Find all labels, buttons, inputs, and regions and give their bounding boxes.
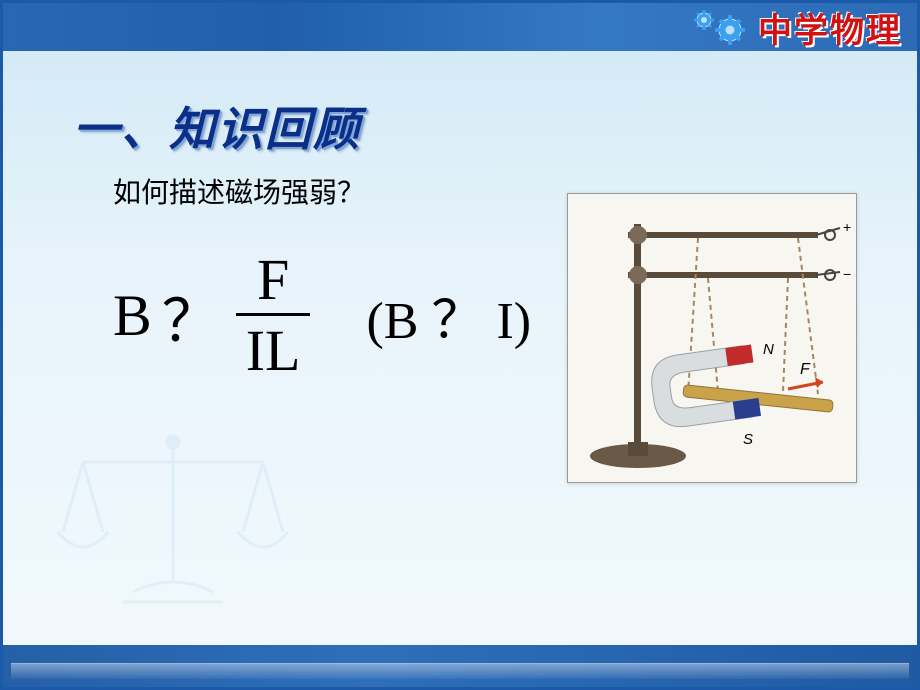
force-arrow: F <box>788 361 823 389</box>
formula-denominator: IL <box>236 313 311 380</box>
header-bar: 中学物理 <box>3 3 917 51</box>
question-text: 如何描述磁场强弱？ <box>113 171 365 211</box>
terminal-plus: + <box>843 219 851 235</box>
subject-label: 中学物理 <box>758 3 902 52</box>
label-N: N <box>763 341 774 358</box>
formula: B ？ F IL (B ？ I) <box>113 251 531 380</box>
slide: 中学物理 一、知识回顾 如何描述磁场强弱？ B ？ F IL (B ？ I) <box>0 0 920 690</box>
footer-bar <box>3 645 917 687</box>
note-close: I) <box>496 293 531 350</box>
experiment-diagram: + − N S <box>567 193 857 483</box>
formula-q1: ？ <box>162 274 220 358</box>
note-open: (B <box>366 293 418 350</box>
formula-lhs: B <box>113 282 152 349</box>
formula-fraction: F IL <box>236 251 311 380</box>
formula-q2: ？ <box>431 293 483 350</box>
terminal-minus: − <box>843 266 851 282</box>
label-S: S <box>743 431 753 448</box>
footer-inner <box>11 663 909 679</box>
gear-icon <box>690 6 750 48</box>
label-F: F <box>800 361 811 378</box>
formula-numerator: F <box>245 251 301 313</box>
watermark-scale-icon <box>43 422 303 627</box>
formula-note: (B ？ I) <box>366 278 531 353</box>
section-title: 一、知识回顾 <box>73 93 361 159</box>
